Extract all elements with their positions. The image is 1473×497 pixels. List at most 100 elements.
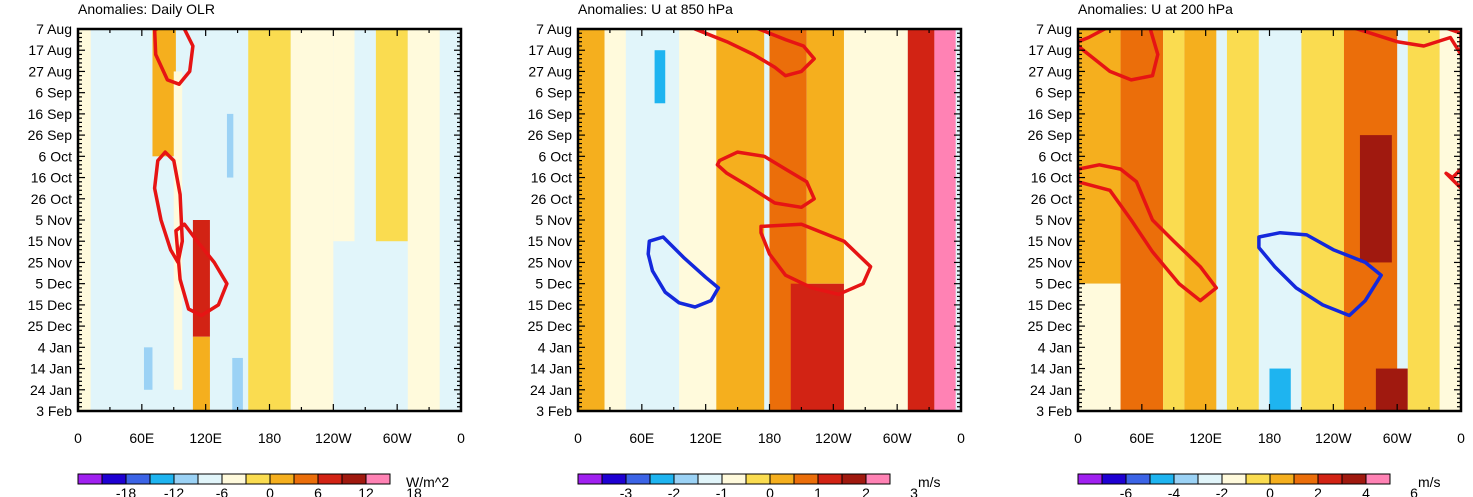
y-axis: 7 Aug 17 Aug 27 Aug 6 Sep 16 Sep 26 Sep 6 Oct 1…: [528, 21, 961, 419]
colorbar-swatch: [149, 473, 175, 485]
y-tick-label: 6 Sep: [535, 85, 572, 101]
y-tick-label: 5 Dec: [535, 276, 572, 292]
y-tick-label: 5 Dec: [1035, 276, 1072, 292]
colorbar-label: 2: [862, 485, 870, 497]
y-tick-label: 15 Nov: [28, 233, 72, 249]
heatmap-band: [790, 283, 844, 411]
x-tick-label: 120W: [1315, 430, 1352, 446]
heatmap-band: [290, 29, 334, 411]
colorbar-swatch: [1221, 473, 1247, 485]
x-tick-label: 0: [574, 430, 582, 446]
y-tick-label: 25 Nov: [1028, 254, 1072, 270]
y-tick-label: 7 Aug: [536, 21, 572, 37]
colorbar-swatch: [1149, 473, 1175, 485]
colorbar: -18 -12 -6 0 6 12 18: [77, 473, 422, 497]
y-tick-label: 24 Jan: [1030, 382, 1072, 398]
colorbar-swatch: [577, 473, 603, 485]
y-axis: 7 Aug 17 Aug 27 Aug 6 Sep 16 Sep 26 Sep 6 Oct 1…: [1028, 21, 1461, 419]
y-tick-label: 4 Jan: [1038, 339, 1072, 355]
x-axis: 0 60E 120E 180 120W 60W 0: [1074, 29, 1465, 446]
positive-contour: [693, 29, 816, 78]
y-tick-label: 26 Oct: [1031, 191, 1072, 207]
colorbar-swatch: [649, 473, 675, 485]
colorbar-swatch: [1317, 473, 1343, 485]
heatmap-band: [248, 29, 291, 411]
x-tick-label: 0: [1457, 430, 1465, 446]
colorbar-label: -4: [1168, 485, 1181, 497]
colorbar-swatch: [721, 473, 747, 485]
y-tick-label: 16 Oct: [531, 170, 572, 186]
heatmap-band: [182, 92, 193, 284]
y-tick-label: 25 Nov: [28, 254, 72, 270]
y-tick-label: 4 Jan: [538, 339, 572, 355]
colorbar-swatch: [197, 473, 223, 485]
y-tick-label: 17 Aug: [528, 42, 572, 58]
heatmap-band: [333, 29, 355, 242]
heatmap-band: [1407, 29, 1440, 411]
colorbar-label: 18: [406, 485, 422, 497]
y-tick-label: 17 Aug: [1028, 42, 1072, 58]
colorbar-label: 3: [910, 485, 918, 497]
y-tick-label: 5 Nov: [535, 212, 572, 228]
y-tick-label: 25 Dec: [1028, 318, 1072, 334]
contour-lines: [152, 29, 229, 318]
colorbar-label: -12: [164, 485, 184, 497]
y-tick-label: 24 Jan: [30, 382, 72, 398]
heatmap-band: [1078, 283, 1121, 411]
y-tick-label: 16 Oct: [1031, 170, 1072, 186]
y-tick-label: 5 Nov: [35, 212, 72, 228]
heatmap-band: [1226, 29, 1259, 411]
x-tick-label: 60E: [629, 430, 654, 446]
colorbar-swatch: [1101, 473, 1127, 485]
colorbar-swatch: [817, 473, 843, 485]
colorbar-label: -2: [1216, 485, 1229, 497]
colorbar-swatch: [293, 473, 319, 485]
heatmap-band: [716, 29, 765, 411]
x-tick-label: 180: [758, 430, 782, 446]
colorbar-swatch: [317, 473, 343, 485]
colorbar-label: 1: [814, 485, 822, 497]
y-tick-label: 26 Oct: [531, 191, 572, 207]
heatmap-band: [907, 29, 935, 411]
colorbar-label: 2: [1314, 485, 1322, 497]
colorbar-swatch: [1269, 473, 1295, 485]
x-tick-label: 60W: [383, 430, 413, 446]
x-tick-label: 0: [74, 430, 82, 446]
colorbar-swatch: [365, 473, 391, 485]
colorbar-swatch: [269, 473, 295, 485]
y-tick-label: 26 Sep: [528, 127, 573, 143]
heatmap-band: [1439, 29, 1461, 411]
heatmap-band: [407, 29, 440, 411]
heatmap-band: [843, 29, 908, 411]
colorbar-label: 6: [314, 485, 322, 497]
x-tick-label: 60E: [129, 430, 154, 446]
colorbar-swatch: [77, 473, 103, 485]
y-tick-label: 15 Dec: [528, 297, 572, 313]
positive-contour: [1444, 167, 1461, 190]
heatmap-band: [1120, 29, 1164, 411]
contour-lines: [1078, 29, 1461, 318]
heatmap-band: [192, 336, 210, 411]
colorbar-label: 0: [1266, 485, 1274, 497]
x-tick-label: 60W: [883, 430, 913, 446]
colorbar-swatch: [697, 473, 723, 485]
y-tick-label: 15 Nov: [528, 233, 572, 249]
y-tick-label: 15 Dec: [1028, 297, 1072, 313]
x-tick-label: 120E: [1189, 430, 1222, 446]
colorbar-units: W/m^2: [406, 474, 449, 490]
heatmap-band: [1375, 368, 1408, 411]
y-tick-label: 26 Oct: [31, 191, 72, 207]
colorbar-swatch: [769, 473, 795, 485]
colorbar-label: -1: [716, 485, 729, 497]
x-tick-label: 120W: [815, 430, 852, 446]
heatmap-band: [806, 29, 844, 284]
negative-contour: [1257, 230, 1383, 318]
colorbar-swatch: [1341, 473, 1367, 485]
positive-contour: [1078, 29, 1160, 82]
colorbar-swatch: [841, 473, 867, 485]
colorbar-label: 12: [358, 485, 374, 497]
heatmap-band: [226, 113, 234, 178]
y-tick-label: 16 Oct: [31, 170, 72, 186]
